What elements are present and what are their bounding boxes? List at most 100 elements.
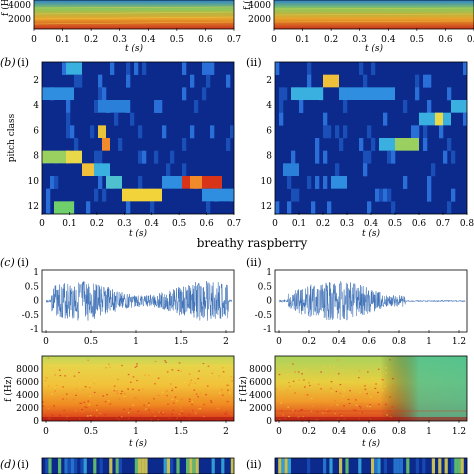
ytick-label: 4000 — [16, 391, 39, 401]
xticks-a-ii: 0 0.1 0.2 0.3 0.4 0.5 0.6 0.7 — [271, 28, 474, 45]
xtick-label: 0.1 — [292, 219, 306, 229]
chromagram-b-i — [42, 62, 235, 215]
yticks-b-ii: 2 4 6 8 10 12 — [261, 76, 273, 212]
chroma-cell — [82, 163, 94, 176]
chroma-cell — [435, 112, 443, 126]
xticks-c-ii: 0 0.2 0.4 0.6 0.8 1 1.2 — [276, 330, 466, 347]
chroma-cell — [66, 150, 82, 164]
xtick-label: 0.2 — [90, 219, 104, 229]
xtick-label: 0 — [39, 219, 45, 229]
ytick-label: 10 — [261, 177, 273, 187]
xtick-label: 0.4 — [332, 427, 347, 437]
ytick-label: 6000 — [16, 378, 39, 388]
ytick-label: -0.5 — [22, 311, 40, 321]
ytick-label: 4 — [266, 101, 272, 111]
xtick-label: 2 — [223, 337, 229, 347]
ytick-label: 0.5 — [25, 282, 40, 292]
chroma-cell — [323, 74, 339, 88]
xtick-label: 1 — [133, 337, 139, 347]
ytick-label: 6 — [33, 126, 39, 136]
xtick-label: 0.6 — [199, 219, 214, 229]
xtick-label: 0.2 — [302, 337, 316, 347]
ytick-label: 1 — [33, 268, 39, 278]
xtick-label: 1.2 — [452, 337, 466, 347]
chroma-cell — [202, 188, 234, 202]
panel-label-d-i: (i) — [17, 458, 29, 471]
section-label-d: (d) — [0, 458, 16, 471]
chroma-cell — [42, 150, 70, 164]
xtick-label: 1 — [426, 337, 432, 347]
time-axis-label-b-i: t (s) — [129, 228, 148, 239]
ytick-label: 0 — [33, 417, 39, 427]
time-axis-label-b-ii: t (s) — [362, 228, 381, 239]
chroma-cell — [42, 87, 74, 100]
chromagram-d-i — [41, 457, 235, 474]
xtick-label: 0.6 — [198, 35, 213, 45]
xtick-label: 0.8 — [392, 337, 407, 347]
panel-label-c-i: (i) — [17, 256, 29, 269]
section-label-b: (b) — [0, 56, 16, 69]
waveform-c-i — [45, 281, 233, 321]
xtick-label: 1.5 — [174, 427, 189, 437]
chroma-cell — [98, 100, 130, 113]
ytick-label: -1 — [30, 325, 39, 335]
chroma-cell — [451, 100, 467, 113]
spectrogram-a-i — [34, 0, 234, 29]
freq-axis-label-a-ii: f (Hz) — [242, 0, 253, 10]
ytick-label: 4 — [33, 101, 39, 111]
xtick-label: 0.2 — [302, 427, 316, 437]
xtick-label: 0.2 — [84, 35, 98, 45]
xtick-label: 0 — [272, 219, 278, 229]
xtick-label: 0.1 — [62, 219, 76, 229]
ytick-label: 8 — [33, 152, 39, 162]
xtick-label: 0.2 — [316, 219, 330, 229]
xtick-label: 0.6 — [412, 219, 427, 229]
xtick-label: 0 — [276, 427, 282, 437]
chroma-cell — [291, 87, 323, 100]
waveform-c-ii — [278, 281, 466, 321]
chroma-cell — [66, 62, 82, 75]
chroma-cell — [102, 138, 110, 151]
yticks-b-i: 2 4 6 8 10 12 — [28, 76, 40, 212]
chroma-cell — [162, 176, 182, 189]
ytick-a-i-0: 4000 — [8, 1, 31, 11]
xticks-a-i: 0 0.1 0.2 0.3 0.4 0.5 0.6 0.7 — [31, 28, 241, 45]
ytick-label: 6000 — [249, 378, 272, 388]
ytick-label: -1 — [263, 325, 272, 335]
chroma-cell — [94, 163, 110, 176]
xtick-label: 0.5 — [410, 35, 425, 45]
yticks-cs-i: 8000 6000 4000 2000 0 — [16, 365, 39, 427]
xtick-label: 0.3 — [353, 35, 368, 45]
ytick-label: 0.5 — [258, 282, 273, 292]
row-d: (d) (i) (ii) — [0, 457, 468, 474]
xtick-label: 0.6 — [438, 35, 453, 45]
pitch-axis-label-b: pitch class — [7, 113, 17, 162]
yticks-c-i: 1 0.5 0 -0.5 -1 — [22, 268, 40, 335]
chroma-cell — [106, 176, 122, 189]
freq-axis-label-a-i: f (Hz) — [0, 0, 11, 16]
time-axis-label-c-ii: t (s) — [362, 438, 381, 449]
xtick-label: 0.7 — [227, 35, 242, 45]
ytick-label: -0.5 — [255, 311, 273, 321]
xtick-label: 1 — [426, 427, 432, 437]
xtick-label: 2 — [223, 427, 229, 437]
panel-label-b-i: (i) — [17, 56, 29, 69]
xtick-label: 0.4 — [141, 35, 156, 45]
xtick-label: 0.5 — [172, 219, 187, 229]
row-c-waveforms: (c) (i) (ii) 10.50-0.5-1 0 0.5 1 1.5 2 10.50… — [0, 256, 468, 347]
xtick-label: 0.3 — [340, 219, 355, 229]
ytick-label: 4000 — [249, 391, 272, 401]
ytick-a-i-1: 2000 — [8, 15, 31, 25]
xtick-label: 0.3 — [117, 219, 132, 229]
ytick-label: 0 — [266, 417, 272, 427]
xtick-label: 0.7 — [227, 219, 242, 229]
row-c-spectrograms: f (Hz) 8000 6000 4000 2000 0 0 0.5 1 1.5 2 t (s)… — [3, 355, 468, 449]
xticks-c-i: 0 0.5 1 1.5 2 — [43, 330, 229, 347]
ytick-label: 2 — [266, 76, 272, 86]
ytick-label: 8000 — [16, 365, 39, 375]
panel-label-b-ii: (ii) — [246, 56, 262, 69]
xtick-label: 0 — [43, 337, 49, 347]
spectrogram-a-i-harmonics — [33, 6, 235, 25]
ytick-label: 8000 — [249, 365, 272, 375]
